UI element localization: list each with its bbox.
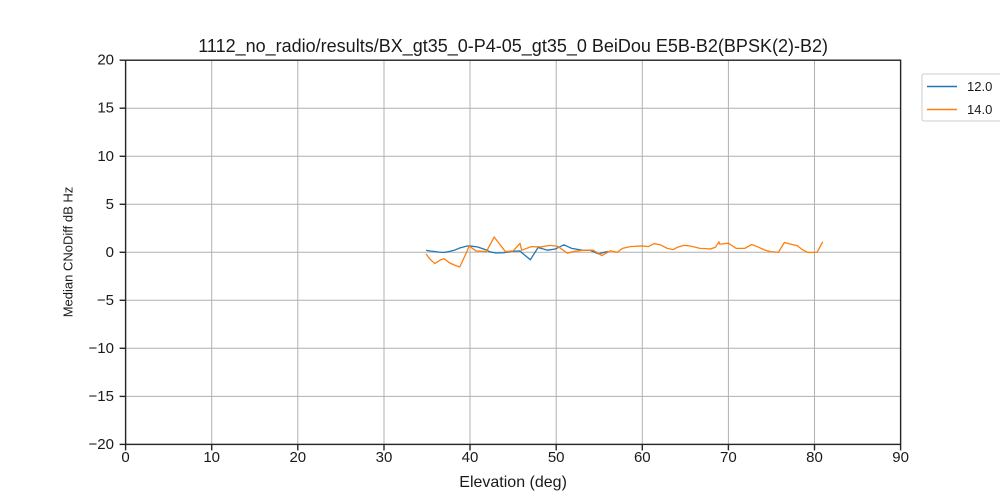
svg-text:90: 90 xyxy=(892,449,909,466)
svg-text:12.0: 12.0 xyxy=(967,79,992,94)
svg-text:70: 70 xyxy=(720,449,737,466)
svg-text:0: 0 xyxy=(121,449,129,466)
svg-text:−15: −15 xyxy=(89,388,114,405)
svg-text:10: 10 xyxy=(203,449,220,466)
svg-text:80: 80 xyxy=(806,449,823,466)
svg-text:40: 40 xyxy=(462,449,479,466)
svg-text:−10: −10 xyxy=(89,340,114,357)
svg-text:30: 30 xyxy=(376,449,393,466)
svg-text:−5: −5 xyxy=(97,292,114,309)
svg-text:60: 60 xyxy=(634,449,651,466)
svg-text:50: 50 xyxy=(548,449,565,466)
svg-text:20: 20 xyxy=(97,52,114,69)
svg-text:5: 5 xyxy=(106,196,114,213)
svg-text:15: 15 xyxy=(97,100,114,117)
svg-text:−20: −20 xyxy=(89,436,114,453)
svg-text:0: 0 xyxy=(106,244,114,261)
svg-text:20: 20 xyxy=(289,449,306,466)
svg-text:10: 10 xyxy=(97,148,114,165)
svg-text:14.0: 14.0 xyxy=(967,102,992,117)
